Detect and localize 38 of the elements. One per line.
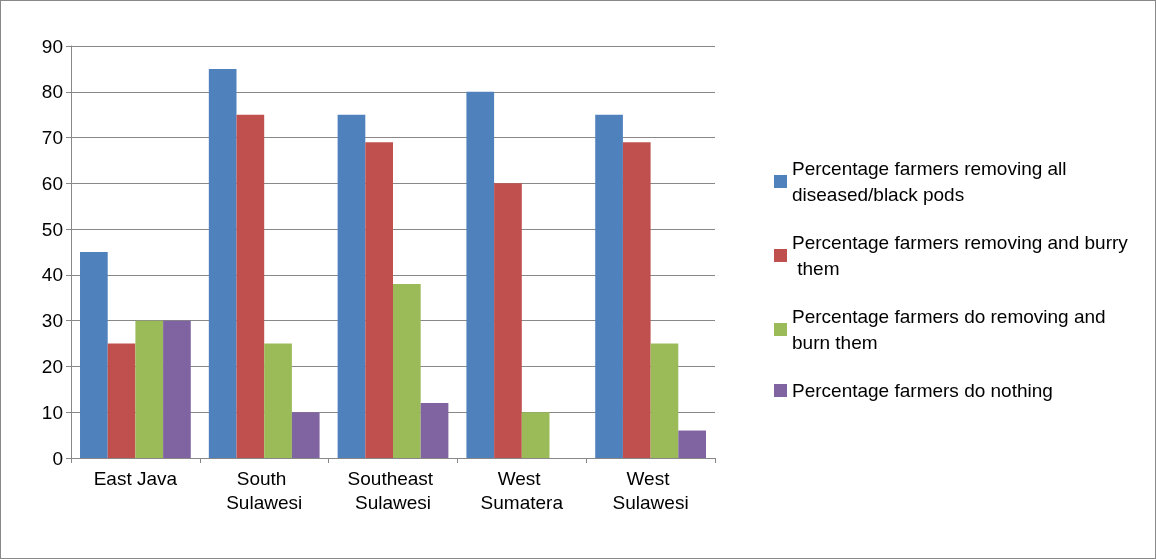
- y-tick-label: 40: [41, 264, 63, 286]
- bar: [135, 320, 164, 458]
- bar: [163, 320, 191, 458]
- bar: [595, 114, 623, 458]
- bar: [521, 412, 550, 458]
- bar: [80, 252, 108, 458]
- legend-label: Percentage farmers do nothing: [792, 380, 1053, 401]
- y-tick-label: 0: [52, 447, 63, 469]
- x-tick-label: Southeast Sulawesi: [347, 467, 439, 513]
- bar: [107, 343, 136, 458]
- y-tick-label: 60: [41, 172, 63, 194]
- y-tick-label: 30: [41, 310, 63, 332]
- legend-label: Percentage farmers removing all diseased/black pods: [792, 158, 1072, 205]
- bar: [466, 91, 495, 458]
- x-tick-label: West Sumatera: [480, 467, 564, 513]
- x-tick-label: West Sulawesi: [612, 467, 689, 513]
- bar: [393, 284, 421, 458]
- bar: [650, 343, 679, 458]
- bar: [494, 183, 522, 458]
- bar: [236, 114, 265, 458]
- y-tick-label: 10: [41, 401, 63, 423]
- bar: [291, 412, 320, 458]
- x-tick-label: South Sulawesi: [226, 467, 303, 513]
- bar: [420, 403, 449, 458]
- bar: [678, 430, 706, 458]
- y-tick-label: 20: [41, 355, 63, 377]
- bar: [208, 68, 237, 458]
- bar: [622, 142, 651, 458]
- bar: [264, 343, 292, 458]
- legend-label: Percentage farmers do removing and burn them: [792, 306, 1111, 353]
- y-tick-label: 80: [41, 81, 63, 103]
- legend-label: Percentage farmers removing and burry them: [792, 232, 1129, 279]
- y-tick-label: 50: [41, 218, 63, 240]
- bar: [365, 142, 393, 458]
- bar: [337, 114, 366, 458]
- y-tick-label: 70: [41, 127, 63, 149]
- y-tick-label: 90: [41, 35, 63, 57]
- x-tick-label: East Java: [93, 467, 178, 489]
